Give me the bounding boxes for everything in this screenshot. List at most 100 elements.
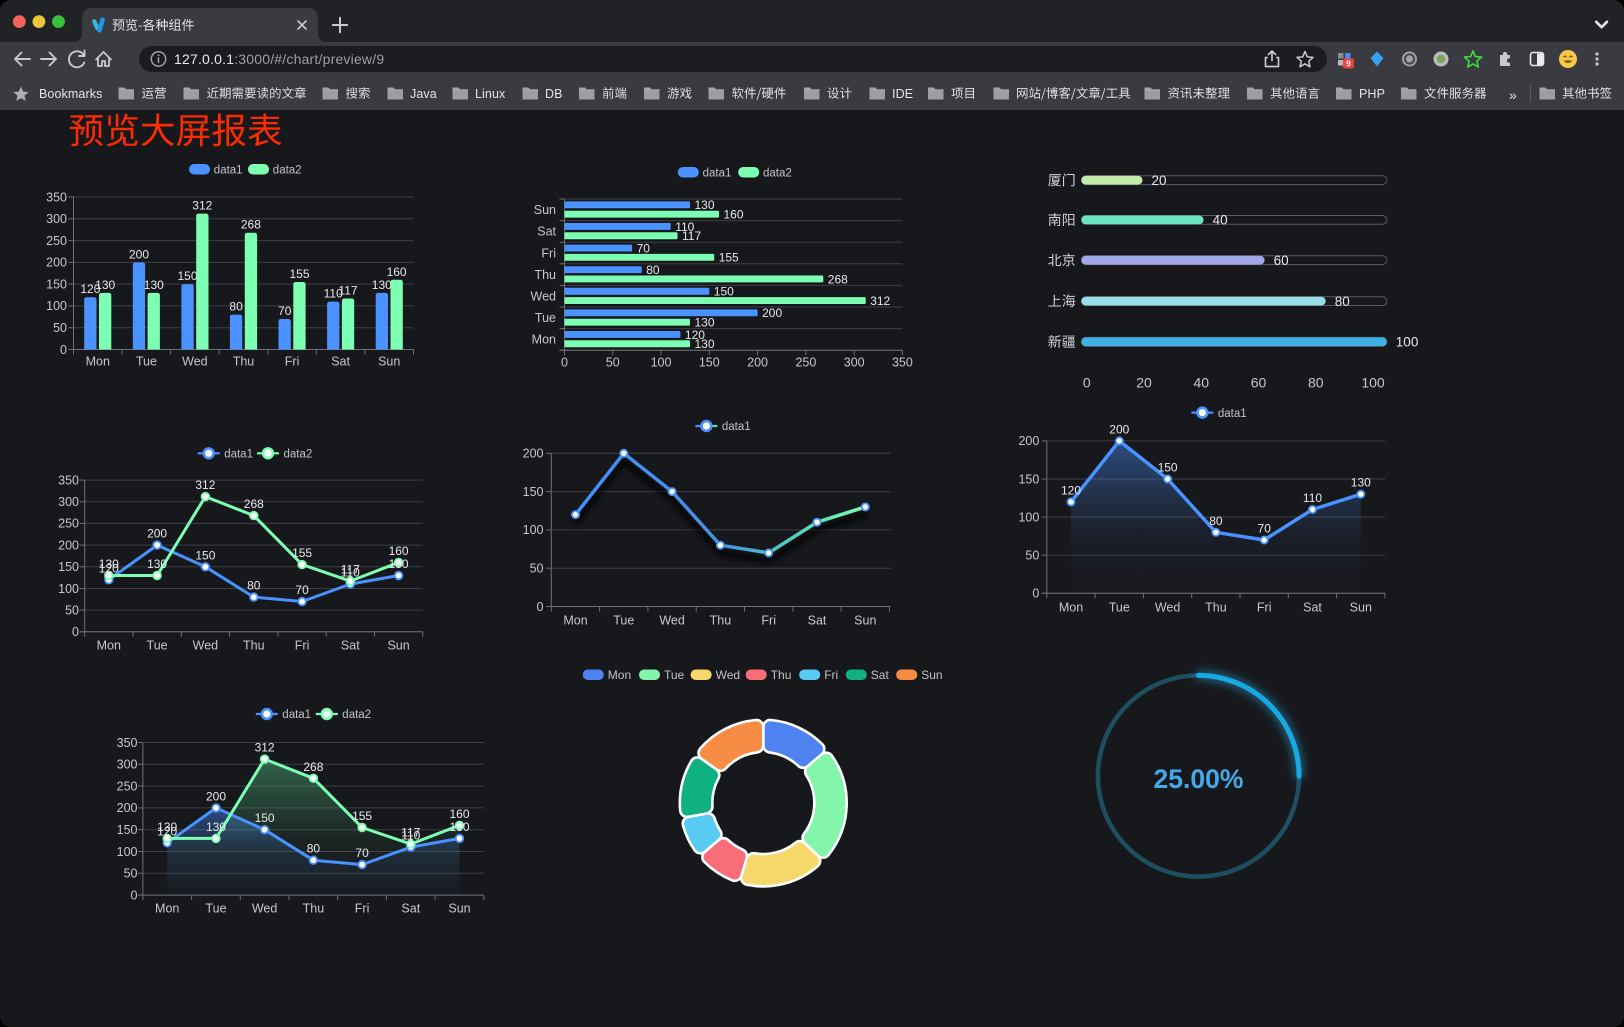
svg-text:130: 130 <box>695 337 715 351</box>
svg-text:100: 100 <box>1361 375 1385 391</box>
svg-text:Wed: Wed <box>252 902 278 916</box>
svg-text:Thu: Thu <box>243 639 265 653</box>
svg-text:155: 155 <box>292 546 312 560</box>
svg-text:Mon: Mon <box>532 333 556 347</box>
svg-text:100: 100 <box>1396 335 1419 350</box>
svg-text:Wed: Wed <box>193 639 219 653</box>
svg-text:150: 150 <box>1158 461 1178 475</box>
svg-text:0: 0 <box>1032 587 1039 601</box>
svg-text:Tue: Tue <box>136 355 157 369</box>
svg-text:Sat: Sat <box>331 355 350 369</box>
svg-text:130: 130 <box>99 557 119 571</box>
svg-text:150: 150 <box>1018 472 1039 486</box>
svg-text:Sat: Sat <box>341 639 360 653</box>
svg-text:data1: data1 <box>282 709 311 721</box>
svg-text:250: 250 <box>795 356 816 370</box>
svg-text:100: 100 <box>651 356 672 370</box>
svg-text:150: 150 <box>255 811 275 825</box>
svg-text:200: 200 <box>58 538 79 552</box>
svg-text:130: 130 <box>144 278 164 292</box>
svg-text:Tue: Tue <box>664 668 685 682</box>
svg-text:Mon: Mon <box>155 902 179 916</box>
svg-text:200: 200 <box>762 306 782 320</box>
svg-text:200: 200 <box>117 801 138 815</box>
svg-text:data1: data1 <box>1218 408 1247 420</box>
svg-text:130: 130 <box>147 557 167 571</box>
svg-text:312: 312 <box>192 199 212 213</box>
svg-text:Mon: Mon <box>563 614 587 628</box>
svg-text:Mon: Mon <box>1059 601 1083 615</box>
svg-text:100: 100 <box>1018 510 1039 524</box>
svg-text:Tue: Tue <box>147 639 168 653</box>
svg-text:Sat: Sat <box>1303 601 1322 615</box>
svg-text:130: 130 <box>206 820 226 834</box>
svg-text:110: 110 <box>341 566 360 580</box>
svg-text:data2: data2 <box>763 167 792 179</box>
svg-text:80: 80 <box>1209 514 1223 528</box>
svg-text:250: 250 <box>58 517 79 531</box>
svg-text:160: 160 <box>449 807 469 821</box>
svg-text:0: 0 <box>60 343 67 357</box>
svg-text:150: 150 <box>46 277 67 291</box>
svg-text:312: 312 <box>870 294 890 308</box>
svg-text:Tue: Tue <box>535 311 556 325</box>
svg-text:Sun: Sun <box>387 639 409 653</box>
svg-text:160: 160 <box>724 208 744 222</box>
svg-text:data1: data1 <box>224 449 253 461</box>
svg-text:data2: data2 <box>273 164 302 176</box>
svg-text:Tue: Tue <box>1109 601 1130 615</box>
svg-text:Thu: Thu <box>1205 601 1227 615</box>
svg-text:9: 9 <box>1346 59 1351 69</box>
svg-text:150: 150 <box>177 269 197 283</box>
svg-text:200: 200 <box>523 447 544 461</box>
svg-text:120: 120 <box>80 282 100 296</box>
svg-text:268: 268 <box>241 218 261 232</box>
svg-text:110: 110 <box>1303 491 1322 505</box>
svg-text:130: 130 <box>695 316 715 330</box>
svg-text:250: 250 <box>46 234 67 248</box>
svg-text:100: 100 <box>117 845 138 859</box>
svg-text:130: 130 <box>449 820 469 834</box>
svg-text:0: 0 <box>72 625 79 639</box>
svg-text:70: 70 <box>295 583 309 597</box>
svg-text:150: 150 <box>523 485 544 499</box>
svg-text:130: 130 <box>1351 476 1371 490</box>
svg-text:Mon: Mon <box>608 668 631 682</box>
svg-text:80: 80 <box>307 842 321 856</box>
svg-text:70: 70 <box>637 241 651 255</box>
svg-text:117: 117 <box>401 826 420 840</box>
svg-text:50: 50 <box>65 603 79 617</box>
svg-text:70: 70 <box>278 304 292 318</box>
svg-text:Tue: Tue <box>205 902 226 916</box>
svg-text:130: 130 <box>157 820 177 834</box>
svg-text:312: 312 <box>195 478 215 492</box>
svg-text:160: 160 <box>389 544 409 558</box>
svg-text:80: 80 <box>646 263 660 277</box>
svg-text:0: 0 <box>561 356 568 370</box>
svg-text:data2: data2 <box>342 709 371 721</box>
svg-text:110: 110 <box>324 287 343 301</box>
svg-text:130: 130 <box>389 557 409 571</box>
svg-text:25.00%: 25.00% <box>1154 764 1244 794</box>
svg-text:40: 40 <box>1213 213 1228 228</box>
svg-text:Sat: Sat <box>808 614 827 628</box>
svg-text:50: 50 <box>124 867 138 881</box>
svg-text:100: 100 <box>46 299 67 313</box>
svg-text:300: 300 <box>46 212 67 226</box>
svg-text:130: 130 <box>95 278 115 292</box>
svg-text:117: 117 <box>338 284 357 298</box>
svg-text:120: 120 <box>157 824 177 838</box>
svg-text:150: 150 <box>714 285 734 299</box>
svg-text:70: 70 <box>355 846 369 860</box>
svg-text:Fri: Fri <box>541 246 556 260</box>
svg-text:Sat: Sat <box>401 902 420 916</box>
svg-text:155: 155 <box>352 809 372 823</box>
svg-text:Sat: Sat <box>537 225 556 239</box>
svg-text:Fri: Fri <box>761 614 776 628</box>
svg-text:117: 117 <box>682 229 701 243</box>
svg-text:Wed: Wed <box>531 290 557 304</box>
svg-text:0: 0 <box>131 888 138 902</box>
svg-text:350: 350 <box>117 736 138 750</box>
svg-text:80: 80 <box>247 579 261 593</box>
svg-text:70: 70 <box>1258 522 1272 536</box>
